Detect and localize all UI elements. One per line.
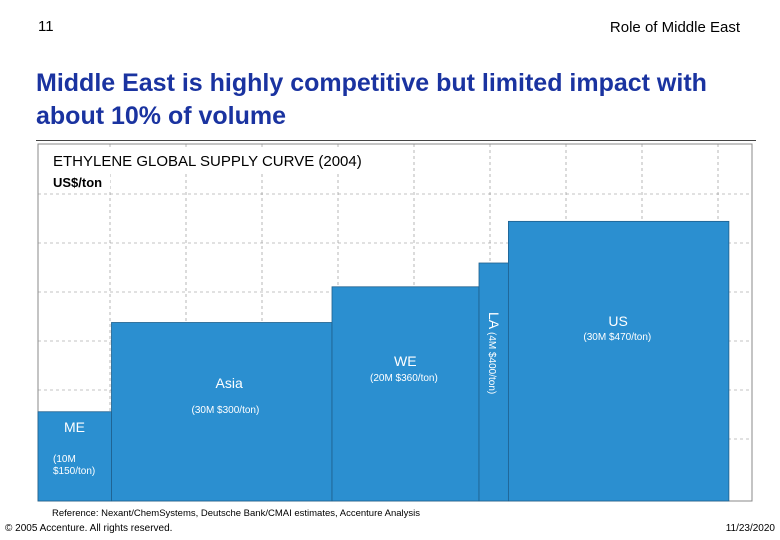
bar-detail-la: (4M $400/ton) [486,332,497,394]
page-number: 11 [38,18,54,35]
chart-title-background [50,150,395,172]
bar-label-me: ME [64,419,85,435]
bars-group: ME (10M $150/ton) Asia (30M $300/ton) WE (20M … [37,220,730,502]
y-axis-label-background [50,174,110,190]
y-axis-label: US$/ton [53,175,102,190]
bar-we [331,286,480,502]
bar-label-us: US [608,313,627,329]
bar-detail-me: (10M $150/ton) [53,454,95,477]
title-divider [36,140,756,141]
bar-detail-asia: (30M $300/ton) [192,405,260,416]
headline: Middle East is highly competitive but li… [36,69,707,130]
bar-detail-we: (20M $360/ton) [370,373,438,384]
bar-us [507,220,730,502]
bar-label-la: LA [486,312,502,330]
section-title: Role of Middle East [609,19,740,36]
bar-label-asia: Asia [216,375,243,391]
copyright: © 2005 Accenture. All rights reserved. [5,523,173,534]
bar-label-we: WE [394,353,417,369]
footer-date: 11/23/2020 [725,523,775,534]
chart-title: ETHYLENE GLOBAL SUPPLY CURVE (2004) [53,153,362,170]
reference-note: Reference: Nexant/ChemSystems, Deutsche … [52,508,420,519]
bar-detail-us: (30M $470/ton) [583,332,651,343]
bar-asia [111,322,333,502]
